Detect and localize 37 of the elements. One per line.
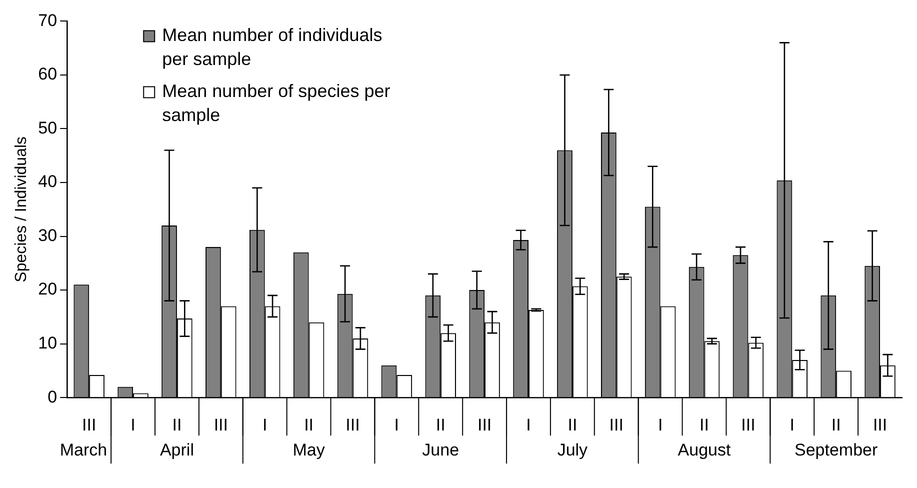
x-tick-label: II xyxy=(436,415,446,434)
y-tick-label: 70 xyxy=(38,10,58,30)
y-tick-label: 0 xyxy=(48,387,58,406)
x-tick-label: III xyxy=(477,415,492,434)
x-tick-label: I xyxy=(526,415,531,434)
x-tick-label: II xyxy=(568,415,578,434)
x-tick-label: II xyxy=(172,415,182,434)
y-tick-label: 10 xyxy=(38,334,58,353)
y-tick-label: 60 xyxy=(38,64,58,84)
x-tick-label: II xyxy=(304,415,314,434)
x-tick-label: I xyxy=(130,415,136,434)
text: July xyxy=(557,440,588,460)
text: April xyxy=(160,440,194,460)
y-tick-label: 20 xyxy=(38,280,58,299)
legend-label: Mean number of species per sample xyxy=(162,81,390,126)
x-tick-label: III xyxy=(872,415,888,434)
text: August xyxy=(678,440,731,460)
x-tick-label: III xyxy=(741,415,756,434)
text: March xyxy=(60,440,108,460)
text: May xyxy=(292,440,326,460)
legend-label: Mean number of individuals per sample xyxy=(162,25,382,70)
y-tick-label: 30 xyxy=(38,226,58,245)
x-tick-label: I xyxy=(394,415,400,434)
x-tick-label: III xyxy=(82,415,96,434)
y-tick-label: 50 xyxy=(38,118,58,138)
x-tick-label: II xyxy=(831,415,841,434)
y-tick-label: 40 xyxy=(38,172,58,192)
text: June xyxy=(422,440,460,460)
x-tick-label: I xyxy=(658,415,663,434)
x-tick-label: II xyxy=(700,415,709,434)
x-tick-label: III xyxy=(214,415,228,434)
x-tick-label: III xyxy=(346,415,360,434)
x-tick-label: I xyxy=(262,415,268,434)
x-tick-label: III xyxy=(609,415,624,434)
y-axis-title: Species / Individuals xyxy=(13,136,30,282)
x-tick-label: I xyxy=(790,415,795,434)
text: September xyxy=(794,440,878,460)
